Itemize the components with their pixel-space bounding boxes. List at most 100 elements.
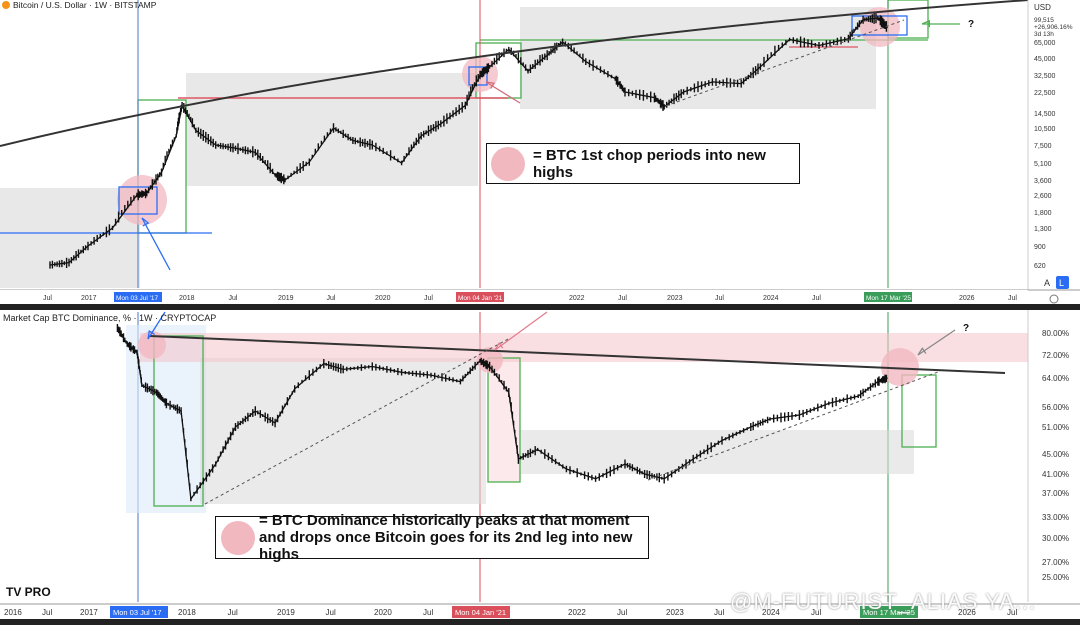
top-x-tick-label: 2018: [179, 295, 195, 302]
bottom-x-tick-label: 2019: [277, 608, 295, 617]
top-x-tick-label: Jul: [715, 295, 724, 302]
top-y-tick-label: 10,500: [1034, 126, 1056, 133]
bottom-x-tick-label: Jul: [423, 608, 433, 617]
log-button: L: [1059, 278, 1064, 288]
bottom-y-tick-label: 64.00%: [1042, 374, 1069, 383]
blue-arrow-2017: [141, 217, 171, 271]
top-y-tick-label: 45,000: [1034, 56, 1056, 63]
top-x-tick-label: 2020: [375, 295, 391, 302]
bottom-y-tick-label: 41.00%: [1042, 470, 1069, 479]
bottom-y-tick-label: 37.00%: [1042, 489, 1069, 498]
top-x-tick-label: 2024: [763, 295, 779, 302]
top-x-tick-label: Jul: [229, 295, 238, 302]
top-resistance-curve: [0, 0, 1029, 147]
bottom-legend: Market Cap BTC Dominance, % · 1W · CRYPT…: [3, 313, 216, 323]
bottom-y-tick-label: 56.00%: [1042, 403, 1069, 412]
auto-button-bg: [1041, 276, 1054, 289]
green-box-dominance-2017: [153, 335, 204, 507]
pink-circle-legend-icon: [221, 520, 255, 555]
top-y-tick-label: 14,500: [1034, 111, 1056, 118]
top-date-badge: Mon 04 Jan '21: [458, 295, 503, 302]
top-annotation-box: = BTC 1st chop periods into new highs: [486, 143, 800, 184]
top-y-tick-label: 620: [1034, 263, 1046, 270]
highlight-circle-dom-2017: [138, 331, 166, 359]
top-date-badge-bg: [864, 292, 912, 302]
blue-box-2017: [118, 186, 158, 215]
top-x-tick-label: Jul: [424, 295, 433, 302]
pink-resistance-zone: [140, 333, 1028, 362]
bottom-x-tick-label: Jul: [326, 608, 336, 617]
bottom-x-tick-label: Jul: [228, 608, 238, 617]
bottom-x-tick-label: 2023: [666, 608, 684, 617]
range-box-dominance-2022: [520, 430, 914, 474]
top-y-tick-label: 2,600: [1034, 193, 1052, 200]
bottom-date-badge-bg: [110, 606, 168, 618]
bottom-annotation-box: = BTC Dominance historically peaks at th…: [215, 512, 649, 563]
tradingview-logo[interactable]: TV PRO: [6, 585, 51, 599]
settings-gear-icon: [1049, 294, 1059, 304]
panel-separator: [0, 304, 1080, 310]
top-y-tick-label: 1,800: [1034, 210, 1052, 217]
top-price-scale-bg: [1028, 0, 1080, 290]
btc-price-line: [49, 17, 889, 266]
bottom-question-mark: ?: [963, 323, 969, 334]
top-annotation-text: = BTC 1st chop periods into new highs: [533, 146, 766, 181]
bottom-y-tick-label: 45.00%: [1042, 450, 1069, 459]
top-y-tick-label: 3,600: [1034, 178, 1052, 185]
range-box-dominance-2018: [200, 358, 486, 504]
top-y-tick-label: 65,000: [1034, 40, 1056, 47]
bottom-x-tick-label: 2017: [80, 608, 98, 617]
top-x-tick-label: 2019: [278, 295, 294, 302]
top-x-tick-label: Jul: [327, 295, 336, 302]
top-x-tick-label: Jul: [43, 295, 52, 302]
bottom-y-tick-label: 80.00%: [1042, 329, 1069, 338]
top-y-tick-label: 900: [1034, 244, 1046, 251]
bottom-date-badge-bg: [452, 606, 510, 618]
bottom-x-tick-label: 2022: [568, 608, 586, 617]
watermark-text: @M-FUTURIST_ALIAS YA...: [730, 589, 1037, 614]
bottom-annotation-line1: = BTC Dominance historically peaks at th…: [259, 512, 630, 529]
price-readout-2: 3d 13h: [1034, 31, 1054, 38]
blue-box-2025: [851, 15, 908, 36]
bottom-border: [0, 619, 1080, 625]
bottom-x-tick-label: 2020: [374, 608, 392, 617]
top-x-tick-label: Jul: [812, 295, 821, 302]
red-arrow-2021: [485, 81, 521, 104]
bottom-x-tick-label: 2026: [958, 608, 976, 617]
top-date-badge: Mon 03 Jul '17: [116, 295, 158, 302]
blue-box-2021: [468, 66, 488, 86]
bottom-date-badge: Mon 17 Mar '25: [863, 608, 915, 617]
bottom-date-badge: Mon 04 Jan '21: [455, 608, 506, 617]
top-x-tick-label: 2023: [667, 295, 683, 302]
price-readout-0: 99,515: [1034, 17, 1054, 24]
bottom-x-tick-label: 2016: [4, 608, 22, 617]
top-y-tick-label: 22,500: [1034, 90, 1056, 97]
range-box-2016: [0, 188, 140, 288]
bottom-y-tick-label: 27.00%: [1042, 558, 1069, 567]
bottom-y-tick-label: 72.00%: [1042, 351, 1069, 360]
bottom-y-tick-label: 25.00%: [1042, 573, 1069, 582]
bottom-x-tick-label: Jul: [42, 608, 52, 617]
dominance-dashed-support-1: [204, 337, 511, 505]
bottom-y-tick-label: 51.00%: [1042, 423, 1069, 432]
bottom-x-tick-label: 2018: [178, 608, 196, 617]
red-arrow-2021-head: [485, 81, 495, 89]
top-x-tick-label: 2022: [569, 295, 585, 302]
top-dashed-support: [659, 19, 905, 109]
blue-arrow-dominance: [147, 311, 166, 340]
top-x-tick-label: Jul: [1008, 295, 1017, 302]
top-y-tick-label: 5,100: [1034, 161, 1052, 168]
top-y-tick-label: 32,500: [1034, 73, 1056, 80]
currency-label: USD: [1034, 3, 1051, 12]
bottom-annotation-line2: and drops once Bitcoin goes for its 2nd …: [259, 529, 633, 563]
blue-arrow-dominance-head: [147, 330, 155, 340]
bottom-x-tick-label: Jul: [1007, 608, 1017, 617]
blue-arrow-2017-head: [141, 217, 150, 227]
green-arrow-2025-head: [921, 19, 931, 28]
pink-zone-2021: [488, 358, 520, 482]
top-y-tick-label: 7,500: [1034, 143, 1052, 150]
top-y-tick-label: 1,300: [1034, 226, 1052, 233]
pink-circle-legend-icon: [491, 146, 525, 181]
bitcoin-icon: [2, 1, 10, 9]
